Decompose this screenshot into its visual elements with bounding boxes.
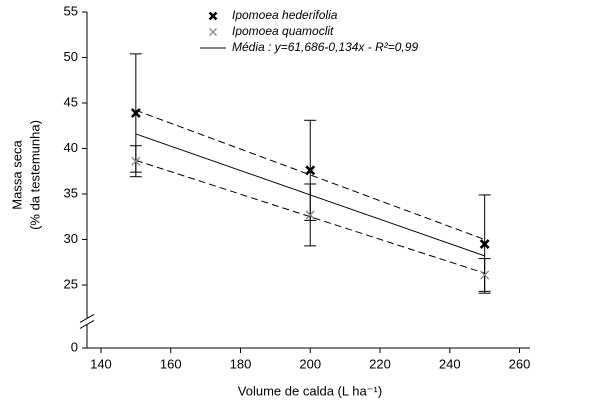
- axis-break: [79, 313, 95, 323]
- point: [305, 165, 316, 176]
- point-stroke: [131, 157, 141, 166]
- legend-label: Média : y=61,686-0,134x - R²=0,99: [232, 40, 418, 54]
- point: [130, 108, 141, 118]
- y-tick-label: 50: [64, 49, 78, 64]
- y-tick-label: 45: [64, 94, 78, 109]
- y-tick-label: 35: [64, 185, 78, 200]
- x-axis-label: Volume de calda (L ha⁻¹): [238, 383, 382, 398]
- legend-label: Ipomoea quamoclit: [232, 24, 334, 38]
- y-axis-label: Massa seca: [9, 140, 24, 210]
- point-stroke: [306, 210, 315, 220]
- fit-line: [135, 109, 485, 240]
- x-tick-label: 200: [299, 356, 321, 371]
- point-stroke: [479, 239, 490, 249]
- point: [305, 210, 315, 220]
- y-tick-label: 30: [64, 231, 78, 246]
- x-tick-label: 180: [230, 356, 252, 371]
- axis-break: [79, 319, 95, 329]
- legend-label: Ipomoea hederifolia: [232, 8, 338, 22]
- legend-marker: [208, 11, 218, 21]
- point-stroke: [305, 165, 316, 176]
- y-axis-label: (% da testemunha): [27, 120, 42, 230]
- x-tick-label: 160: [160, 356, 182, 371]
- x-tick-label: 240: [439, 356, 461, 371]
- y-tick-label: 25: [64, 276, 78, 291]
- y-tick-label: 55: [64, 3, 78, 18]
- y-tick-label: 40: [64, 140, 78, 155]
- x-tick-label: 140: [90, 356, 112, 371]
- point: [480, 270, 490, 280]
- fit-line: [135, 159, 485, 274]
- y-tick-label: 0: [71, 339, 78, 354]
- point-stroke: [480, 270, 489, 280]
- point: [131, 156, 141, 166]
- point: [479, 239, 490, 249]
- x-tick-label: 220: [369, 356, 391, 371]
- point-stroke: [130, 108, 141, 118]
- point-stroke: [208, 11, 218, 21]
- x-tick-label: 260: [509, 356, 531, 371]
- legend-marker: [209, 28, 217, 36]
- point-stroke: [209, 28, 217, 36]
